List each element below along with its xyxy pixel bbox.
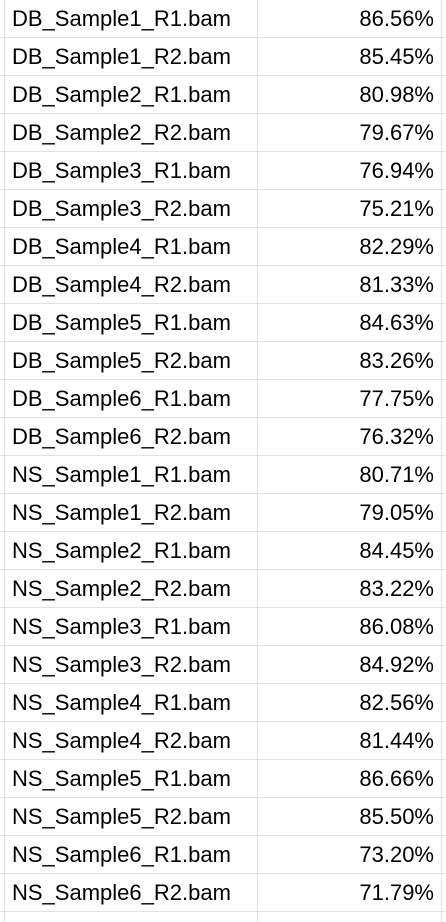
percentage-cell[interactable]: 82.56% [359, 690, 434, 715]
table-row: DB_Sample1_R2.bam 85.45% [0, 38, 446, 76]
percentage-cell[interactable]: 82.29% [359, 234, 434, 259]
column-gridline [257, 0, 258, 922]
table-row: NS_Sample4_R1.bam 82.56% [0, 684, 446, 722]
file-name-cell[interactable]: DB_Sample6_R1.bam [12, 386, 231, 411]
table-row: NS_Sample6_R2.bam 71.79% [0, 874, 446, 912]
file-name-cell[interactable]: DB_Sample4_R2.bam [12, 272, 231, 297]
table-row: NS_Sample2_R2.bam 83.22% [0, 570, 446, 608]
table-row: DB_Sample3_R2.bam 75.21% [0, 190, 446, 228]
percentage-cell[interactable]: 85.50% [359, 804, 434, 829]
percentage-cell[interactable]: 83.26% [359, 348, 434, 373]
percentage-cell[interactable]: 84.92% [359, 652, 434, 677]
file-name-cell[interactable]: NS_Sample4_R2.bam [12, 728, 231, 753]
file-name-cell[interactable]: DB_Sample5_R2.bam [12, 348, 231, 373]
table-row: NS_Sample1_R1.bam 80.71% [0, 456, 446, 494]
table-row: DB_Sample2_R2.bam 79.67% [0, 114, 446, 152]
percentage-cell[interactable]: 84.63% [359, 310, 434, 335]
file-name-cell[interactable]: DB_Sample4_R1.bam [12, 234, 231, 259]
file-name-cell[interactable]: DB_Sample1_R1.bam [12, 6, 231, 31]
file-name-cell[interactable]: DB_Sample2_R2.bam [12, 120, 231, 145]
percentage-cell[interactable]: 79.67% [359, 120, 434, 145]
percentage-cell[interactable]: 76.32% [359, 424, 434, 449]
file-name-cell[interactable]: NS_Sample5_R2.bam [12, 804, 231, 829]
file-name-cell[interactable]: NS_Sample3_R1.bam [12, 614, 231, 639]
file-name-cell[interactable]: DB_Sample3_R2.bam [12, 196, 231, 221]
table-row: DB_Sample5_R2.bam 83.26% [0, 342, 446, 380]
table-row: NS_Sample5_R2.bam 85.50% [0, 798, 446, 836]
file-name-cell[interactable]: DB_Sample5_R1.bam [12, 310, 231, 335]
percentage-cell[interactable]: 77.75% [359, 386, 434, 411]
table-row: DB_Sample2_R1.bam 80.98% [0, 76, 446, 114]
table-row: NS_Sample2_R1.bam 84.45% [0, 532, 446, 570]
table-row: NS_Sample6_R1.bam 73.20% [0, 836, 446, 874]
percentage-cell[interactable]: 85.45% [359, 44, 434, 69]
file-name-cell[interactable]: NS_Sample1_R1.bam [12, 462, 231, 487]
table-row: NS_Sample3_R1.bam 86.08% [0, 608, 446, 646]
percentage-cell[interactable]: 86.66% [359, 766, 434, 791]
percentage-cell[interactable]: 80.71% [359, 462, 434, 487]
percentage-cell[interactable]: 86.56% [359, 6, 434, 31]
percentage-cell[interactable]: 80.98% [359, 82, 434, 107]
percentage-cell[interactable]: 71.79% [359, 880, 434, 905]
column-gridline [441, 0, 442, 922]
file-name-cell[interactable]: NS_Sample1_R2.bam [12, 500, 231, 525]
table-row: DB_Sample6_R1.bam 77.75% [0, 380, 446, 418]
file-name-cell[interactable]: DB_Sample6_R2.bam [12, 424, 231, 449]
table-row: NS_Sample3_R2.bam 84.92% [0, 646, 446, 684]
table-row: DB_Sample4_R1.bam 82.29% [0, 228, 446, 266]
file-name-cell[interactable]: NS_Sample2_R1.bam [12, 538, 231, 563]
table-row: NS_Sample1_R2.bam 79.05% [0, 494, 446, 532]
file-name-cell[interactable]: DB_Sample1_R2.bam [12, 44, 231, 69]
file-name-cell[interactable]: DB_Sample2_R1.bam [12, 82, 231, 107]
percentage-cell[interactable]: 79.05% [359, 500, 434, 525]
percentage-cell[interactable]: 76.94% [359, 158, 434, 183]
table-row: NS_Sample4_R2.bam 81.44% [0, 722, 446, 760]
percentage-cell[interactable]: 75.21% [359, 196, 434, 221]
file-name-cell[interactable]: NS_Sample2_R2.bam [12, 576, 231, 601]
file-name-cell[interactable]: NS_Sample5_R1.bam [12, 766, 231, 791]
table-row: DB_Sample4_R2.bam 81.33% [0, 266, 446, 304]
table-row: DB_Sample6_R2.bam 76.32% [0, 418, 446, 456]
percentage-cell[interactable]: 83.22% [359, 576, 434, 601]
table-row: DB_Sample3_R1.bam 76.94% [0, 152, 446, 190]
file-name-cell[interactable]: DB_Sample3_R1.bam [12, 158, 231, 183]
percentage-cell[interactable]: 81.44% [359, 728, 434, 753]
table-row: DB_Sample5_R1.bam 84.63% [0, 304, 446, 342]
table-row: NS_Sample5_R1.bam 86.66% [0, 760, 446, 798]
table-row: DB_Sample1_R1.bam 86.56% [0, 0, 446, 38]
percentage-cell[interactable]: 81.33% [359, 272, 434, 297]
file-name-cell[interactable]: NS_Sample4_R1.bam [12, 690, 231, 715]
file-name-cell[interactable]: NS_Sample3_R2.bam [12, 652, 231, 677]
file-name-cell[interactable]: NS_Sample6_R1.bam [12, 842, 231, 867]
percentage-cell[interactable]: 84.45% [359, 538, 434, 563]
percentage-cell[interactable]: 86.08% [359, 614, 434, 639]
file-name-cell[interactable]: NS_Sample6_R2.bam [12, 880, 231, 905]
column-gridline [4, 0, 5, 922]
percentage-cell[interactable]: 73.20% [359, 842, 434, 867]
